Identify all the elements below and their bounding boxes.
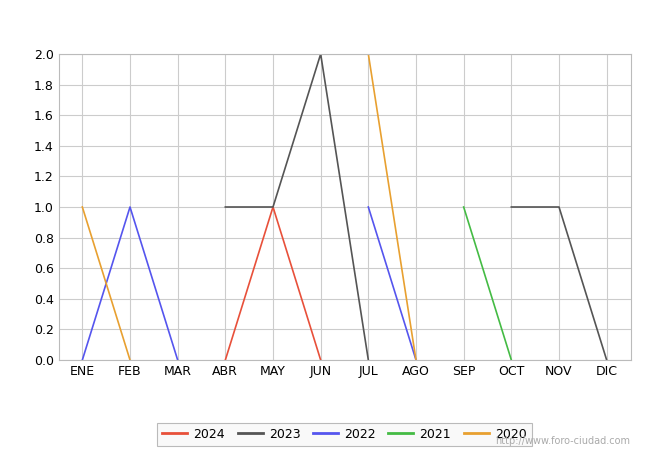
Text: Matriculaciones de Vehiculos en Queralbs: Matriculaciones de Vehiculos en Queralbs (122, 13, 528, 32)
Text: http://www.foro-ciudad.com: http://www.foro-ciudad.com (495, 436, 630, 446)
Legend: 2024, 2023, 2022, 2021, 2020: 2024, 2023, 2022, 2021, 2020 (157, 423, 532, 446)
